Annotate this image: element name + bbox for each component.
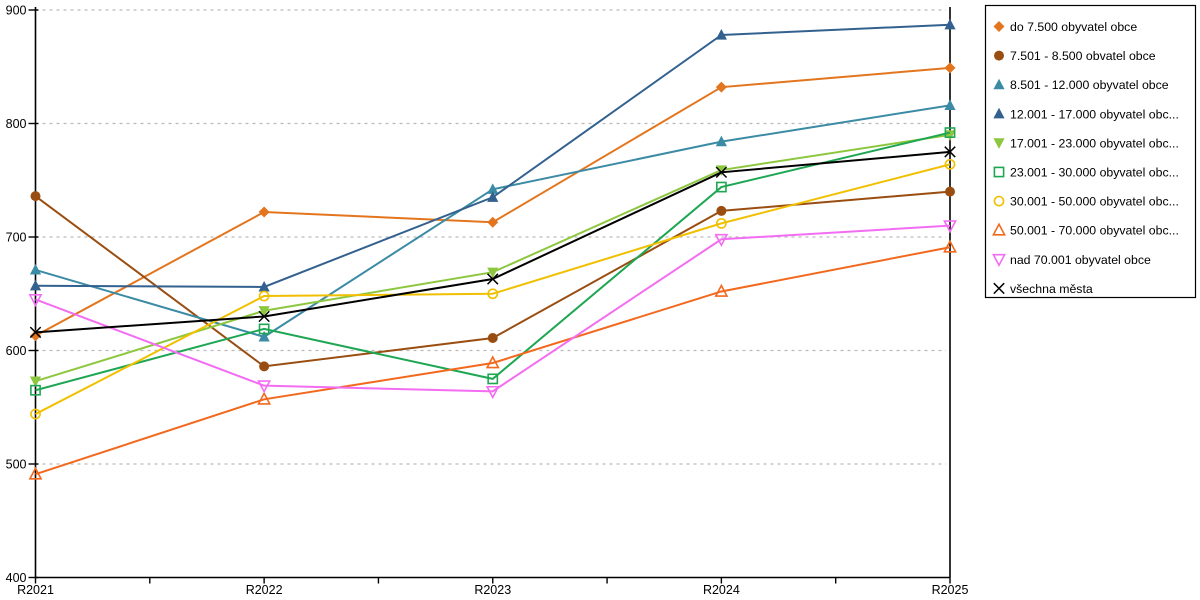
- data-point-marker: [715, 217, 727, 229]
- data-point-marker: [944, 18, 956, 30]
- data-point-marker: [259, 361, 270, 372]
- legend-marker-triangle-up-icon: [993, 107, 1005, 119]
- data-point-marker: [944, 127, 956, 138]
- legend-marker-triangle-down-icon: [992, 253, 1006, 268]
- data-point-marker: [485, 385, 500, 400]
- series-line-8: [35, 224, 951, 393]
- legend-box: [984, 4, 1197, 299]
- data-point-marker: [30, 408, 41, 420]
- legend-item-label: 50.001 - 70.000 obyvatel obc...: [1010, 224, 1179, 238]
- legend-item-label: 7.501 - 8.500 obvatel obce: [1010, 49, 1156, 63]
- data-point-marker: [487, 273, 499, 285]
- legend-item-label: 8.501 - 12.000 obyvatel obce: [1010, 78, 1169, 92]
- data-point-marker: [29, 279, 42, 291]
- data-point-marker: [715, 28, 727, 40]
- y-axis-tick-label: 400: [6, 571, 27, 585]
- legend-item-9[interactable]: všechna města: [993, 282, 1093, 296]
- data-point-marker: [715, 165, 727, 177]
- legend-item-5[interactable]: 23.001 - 30.000 obyvatel obc...: [993, 166, 1179, 180]
- data-point-marker: [714, 283, 729, 297]
- data-point-marker: [487, 216, 499, 228]
- data-point-marker: [487, 183, 499, 194]
- data-point-marker: [943, 239, 957, 253]
- y-axis-tick-label: 800: [6, 117, 27, 131]
- data-point-marker: [29, 326, 42, 339]
- data-point-marker: [715, 81, 727, 93]
- x-axis-tick-label: R2021: [17, 583, 54, 597]
- series-line-7: [35, 246, 951, 476]
- data-point-marker: [487, 267, 499, 279]
- legend-item-label: 23.001 - 30.000 obyvatel obc...: [1010, 166, 1179, 180]
- data-point-marker: [258, 290, 270, 302]
- legend-item-3[interactable]: 12.001 - 17.000 obyvatel obc...: [993, 107, 1179, 121]
- data-point-marker: [716, 205, 727, 216]
- data-point-marker: [29, 376, 42, 388]
- data-point-marker: [257, 391, 272, 405]
- data-point-marker: [487, 288, 499, 300]
- data-point-marker: [944, 99, 956, 110]
- data-point-marker: [487, 333, 498, 344]
- legend-item-1[interactable]: 7.501 - 8.500 obvatel obce: [994, 49, 1156, 63]
- legend-item-label: 17.001 - 23.000 obyvatel obc...: [1010, 136, 1179, 150]
- data-point-marker: [29, 263, 42, 275]
- data-point-marker: [257, 380, 272, 394]
- y-axis-tick-label: 900: [6, 4, 27, 18]
- data-point-marker: [715, 181, 727, 193]
- data-point-marker: [28, 466, 43, 480]
- data-point-marker: [258, 306, 270, 317]
- legend-item-label: do 7.500 obyvatel obce: [1010, 20, 1137, 34]
- data-point-marker: [944, 146, 956, 158]
- legend-item-4[interactable]: 17.001 - 23.000 obyvatel obc...: [993, 136, 1179, 150]
- data-point-marker: [30, 384, 41, 396]
- series-line-5: [35, 131, 951, 392]
- data-point-marker: [944, 62, 956, 74]
- data-point-marker: [485, 355, 500, 369]
- data-point-marker: [258, 280, 270, 292]
- legend-item-6[interactable]: 30.001 - 50.000 obyvatel obc...: [993, 195, 1179, 209]
- legend-item-label: 12.001 - 17.000 obyvatel obc...: [1010, 107, 1179, 121]
- legend-item-8[interactable]: nad 70.001 obyvatel obce: [992, 253, 1151, 268]
- data-point-marker: [943, 220, 957, 234]
- data-point-marker: [258, 310, 270, 323]
- data-point-marker: [487, 191, 499, 202]
- series-line-9: [35, 150, 951, 334]
- legend-item-label: nad 70.001 obyvatel obce: [1010, 253, 1151, 267]
- legend-marker-diamond-icon: [993, 21, 1005, 32]
- legend-marker-x-icon: [993, 282, 1005, 295]
- data-point-marker: [944, 158, 956, 170]
- data-point-marker: [714, 233, 729, 247]
- data-point-marker: [715, 135, 727, 147]
- y-axis-tick-label: 700: [6, 231, 27, 245]
- legend-marker-circle-icon: [994, 50, 1004, 61]
- legend-marker-triangle-down-icon: [993, 138, 1005, 149]
- y-axis-tick-label: 600: [6, 344, 27, 358]
- data-point-marker: [30, 191, 41, 202]
- legend-marker-triangle-up-icon: [992, 222, 1006, 236]
- x-axis-tick-label: R2024: [703, 583, 740, 597]
- series-line-6: [35, 163, 951, 415]
- legend-item-0[interactable]: do 7.500 obyvatel obce: [993, 20, 1138, 34]
- x-axis-tick-label: R2025: [932, 583, 969, 597]
- legend-item-2[interactable]: 8.501 - 12.000 obyvatel obce: [993, 78, 1169, 92]
- data-point-marker: [258, 323, 270, 335]
- data-point-marker: [258, 330, 270, 342]
- legend-item-label: všechna města: [1010, 282, 1093, 296]
- legend-item-label: 30.001 - 50.000 obyvatel obc...: [1010, 195, 1179, 209]
- x-axis-tick-label: R2023: [474, 583, 511, 597]
- legend-marker-square-icon: [993, 166, 1005, 178]
- x-axis-tick-label: R2022: [246, 583, 283, 597]
- data-point-marker: [258, 206, 270, 218]
- data-point-marker: [715, 166, 728, 179]
- legend-item-7[interactable]: 50.001 - 70.000 obyvatel obc...: [992, 222, 1179, 238]
- legend-marker-triangle-up-icon: [993, 78, 1005, 90]
- y-axis-tick-label: 500: [6, 458, 27, 472]
- data-point-marker: [487, 373, 499, 385]
- data-point-marker: [28, 294, 43, 308]
- legend-marker-circle-icon: [993, 195, 1005, 207]
- data-point-marker: [945, 186, 955, 197]
